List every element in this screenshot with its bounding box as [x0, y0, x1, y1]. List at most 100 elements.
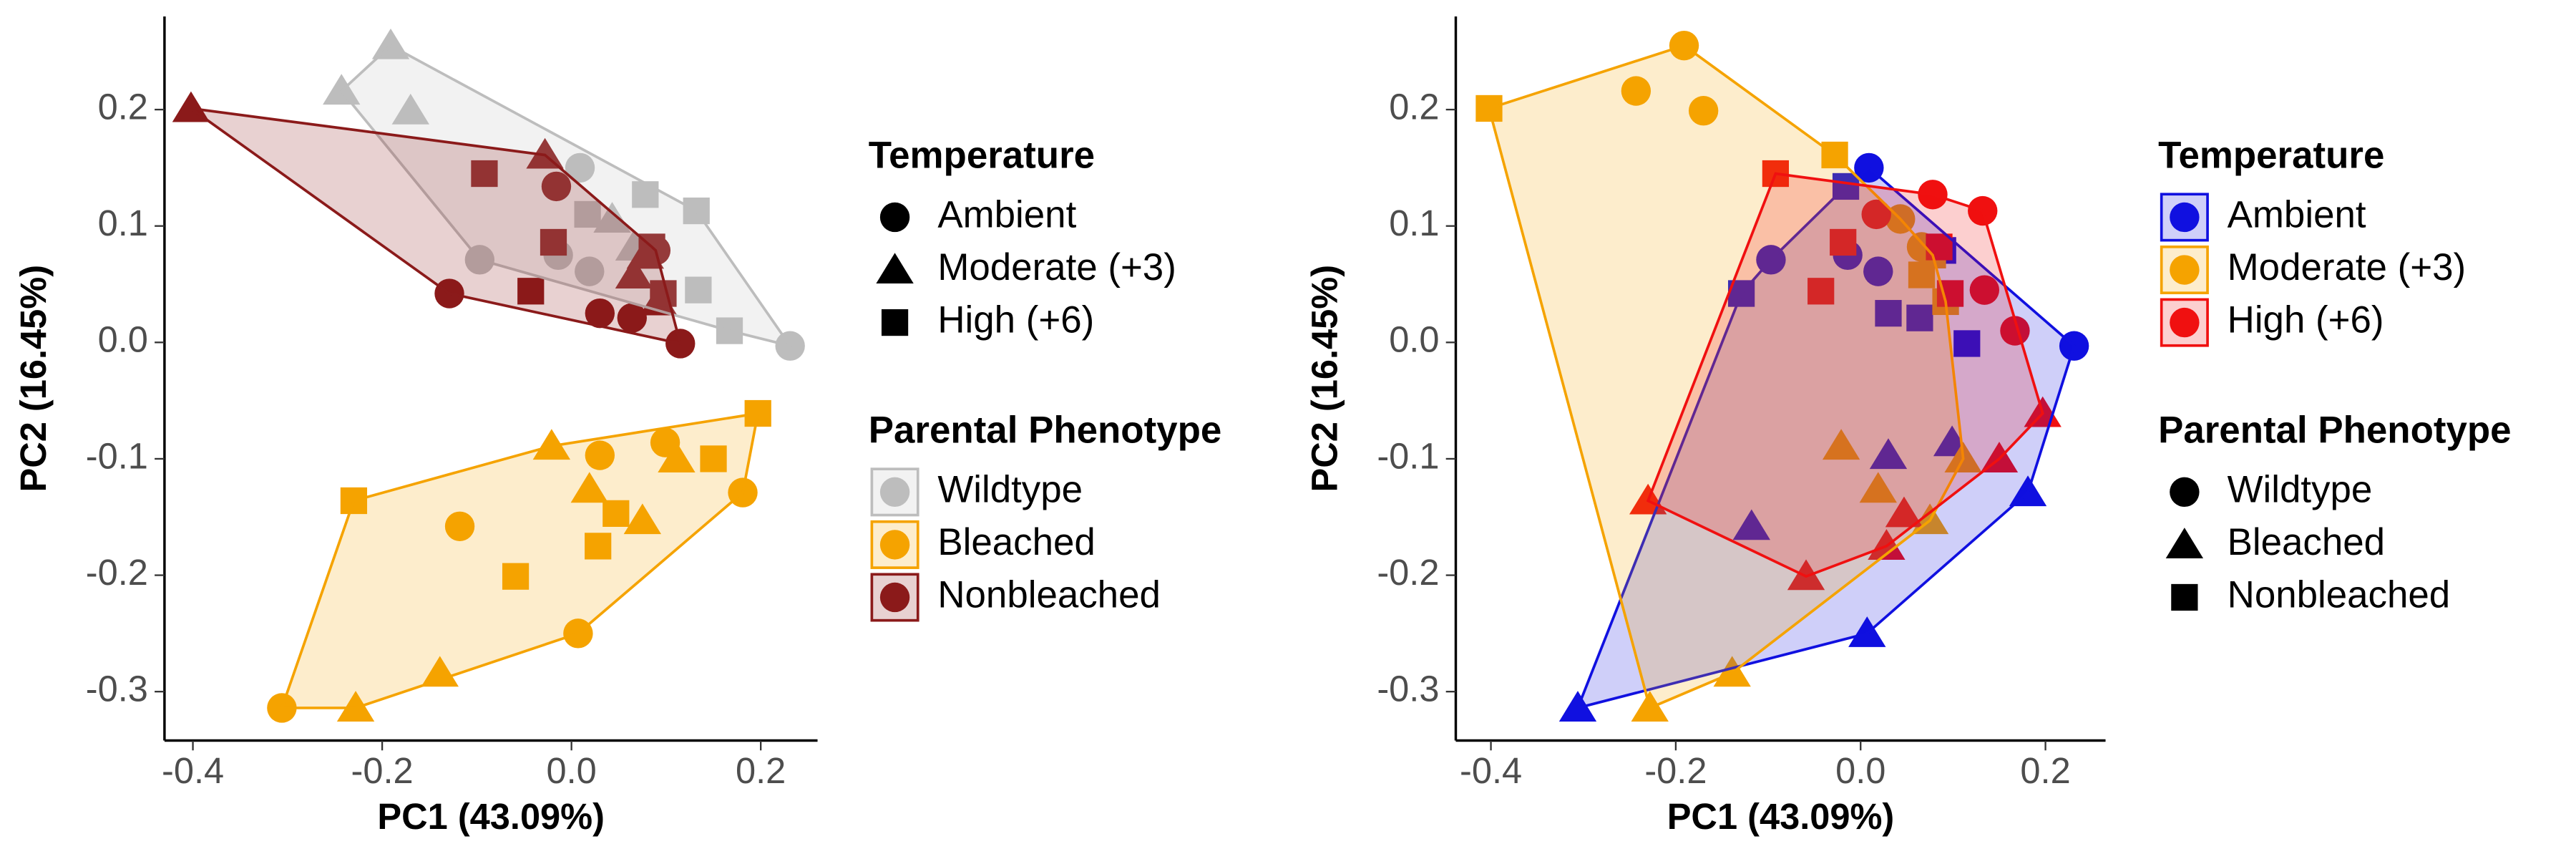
point [1822, 429, 1860, 460]
point [471, 160, 498, 188]
x-tick-label: -0.4 [1460, 750, 1522, 791]
x-axis-title: PC1 (43.09%) [1667, 796, 1895, 837]
x-tick-label: 0.2 [736, 750, 786, 791]
point [570, 472, 608, 503]
point [1875, 300, 1902, 327]
legend-symbol [2170, 255, 2200, 285]
x-tick-label: 0.0 [546, 750, 596, 791]
hull [1487, 44, 1965, 710]
point [541, 171, 572, 202]
legend-key [870, 573, 919, 622]
legend-symbol [879, 530, 910, 560]
legend-title: Temperature [2158, 135, 2384, 177]
legend-label: Moderate (+3) [937, 246, 1176, 288]
point [1908, 261, 1936, 288]
hull [1575, 165, 2076, 710]
legend-title: Temperature [869, 135, 1095, 177]
point [1732, 509, 1770, 540]
y-tick-label: 0.1 [98, 203, 148, 243]
point [421, 656, 459, 687]
legend-title: Parental Phenotype [869, 409, 1222, 452]
point [632, 181, 659, 208]
point [685, 276, 712, 304]
x-tick-label: -0.2 [1644, 750, 1707, 791]
x-axis-title: PC1 (43.09%) [377, 796, 605, 837]
point [517, 278, 545, 305]
point [650, 280, 677, 307]
hull [1646, 172, 2044, 578]
legend-title: Parental Phenotype [2158, 409, 2512, 452]
hull [190, 107, 683, 346]
point [585, 533, 612, 560]
legend-label: Ambient [2228, 193, 2366, 236]
point [617, 303, 647, 333]
point [585, 440, 615, 470]
point [1969, 275, 2000, 305]
y-tick-label: -0.3 [1377, 669, 1439, 709]
hull [280, 412, 760, 709]
point [1863, 256, 1893, 286]
y-axis-title: PC2 (16.45%) [13, 265, 54, 492]
x-tick-label: 0.0 [1835, 750, 1885, 791]
point [574, 200, 601, 228]
point [1859, 472, 1897, 503]
point [658, 442, 696, 472]
point [1787, 559, 1825, 591]
legend-symbol [879, 477, 910, 508]
legend-symbol [2170, 307, 2200, 338]
legend-symbol [881, 309, 909, 336]
point [1906, 304, 1933, 331]
point [444, 511, 475, 541]
point [1885, 496, 1923, 528]
point [1713, 656, 1751, 687]
point [593, 202, 631, 233]
point [1621, 76, 1652, 106]
y-tick-label: 0.0 [98, 319, 148, 360]
legend-symbol [2170, 477, 2200, 508]
legend-label: Bleached [2228, 521, 2385, 563]
point [585, 298, 615, 329]
x-tick-label: -0.2 [351, 750, 414, 791]
y-tick-label: -0.1 [86, 435, 148, 476]
point [1868, 529, 1906, 560]
y-axis-title: PC2 (16.45%) [1304, 265, 1345, 492]
point [502, 563, 530, 590]
point [1688, 96, 1719, 126]
legend-label: High (+6) [2228, 299, 2384, 341]
legend-label: High (+6) [937, 299, 1094, 341]
x-tick-label: -0.4 [162, 750, 224, 791]
legend-symbol [876, 253, 914, 284]
point [623, 503, 662, 535]
legend-label: Ambient [937, 193, 1076, 236]
point [1953, 330, 1981, 357]
y-tick-label: -0.2 [1377, 552, 1439, 593]
y-tick-label: 0.1 [1389, 203, 1439, 243]
point [2000, 316, 2030, 346]
point [540, 228, 567, 256]
point [532, 429, 571, 460]
legend-symbol [2171, 583, 2198, 611]
legend-label: Nonbleached [937, 573, 1161, 616]
legend-symbol [2165, 528, 2204, 558]
y-tick-label: -0.2 [86, 552, 148, 593]
point [526, 137, 564, 169]
legend-key [870, 467, 919, 517]
legend-label: Wildtype [937, 468, 1083, 510]
point [615, 258, 653, 289]
legend-symbol [879, 202, 910, 233]
legend-label: Nonbleached [2228, 573, 2451, 616]
legend-label: Bleached [937, 521, 1095, 563]
point [575, 256, 605, 286]
point [1807, 278, 1835, 305]
y-tick-label: 0.2 [1389, 86, 1439, 127]
point [700, 445, 727, 472]
legend-symbol [2170, 202, 2200, 233]
point [336, 691, 375, 722]
point [1830, 228, 1857, 256]
x-tick-label: 0.2 [2020, 750, 2070, 791]
y-tick-label: 0.2 [98, 86, 148, 127]
point [391, 93, 429, 125]
y-tick-label: -0.3 [86, 669, 148, 709]
point [565, 152, 595, 183]
